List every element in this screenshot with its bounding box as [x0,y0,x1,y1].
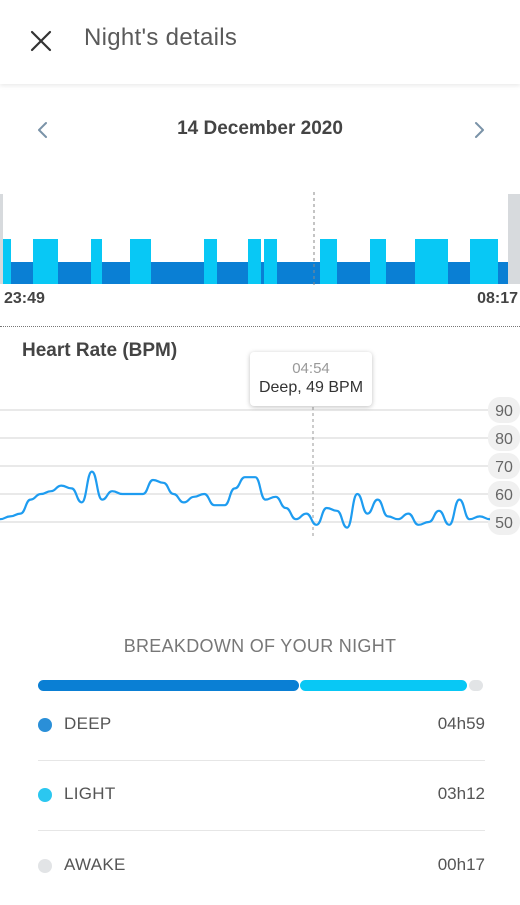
light-segment [370,239,386,284]
awake-segment [508,194,520,284]
heart-rate-chart[interactable]: 90 80 70 60 50 [0,395,520,545]
light-segment [91,239,102,284]
chevron-left-icon[interactable] [34,120,52,140]
light-dot-icon [38,788,52,802]
light-label: LIGHT [64,784,116,803]
sleep-stage-graph[interactable] [0,192,520,287]
y-tick-label: 90 [495,403,513,420]
light-bar [300,680,467,691]
breakdown-row-deep: DEEP 04h59 [38,694,485,764]
heart-rate-title: Heart Rate (BPM) [22,340,178,361]
y-tick-label: 70 [495,459,513,476]
breakdown-row-awake: AWAKE 00h17 [38,835,485,905]
end-time: 08:17 [477,290,518,307]
page-title: Night's details [84,24,238,51]
deep-label: DEEP [64,714,112,733]
light-segment [470,239,498,284]
row-divider [38,760,485,761]
tick-background [488,397,520,423]
deep-bar [38,680,299,691]
deep-value: 04h59 [437,714,485,733]
start-time: 23:49 [4,290,45,307]
heart-rate-line [0,470,491,529]
light-segment [130,239,151,284]
header: Night's details [0,0,520,84]
tick-background [488,481,520,507]
awake-segment [0,194,3,284]
row-divider [38,830,485,831]
light-value: 03h12 [437,784,485,803]
close-icon[interactable] [28,28,54,54]
tick-background [488,425,520,451]
light-segment [204,239,217,284]
tick-background [488,453,520,479]
current-date: 14 December 2020 [177,118,343,139]
tooltip-time: 04:54 [292,360,330,377]
breakdown-row-light: LIGHT 03h12 [38,764,485,834]
breakdown-title: BREAKDOWN OF YOUR NIGHT [123,636,397,656]
divider [0,326,520,327]
light-segment [264,239,277,284]
date-navigator: 14 December 2020 [0,110,520,150]
deep-dot-icon [38,718,52,732]
awake-label: AWAKE [64,855,126,874]
y-tick-label: 60 [495,487,513,504]
awake-value: 00h17 [437,855,485,874]
chevron-right-icon[interactable] [470,120,488,140]
light-segment [415,239,448,284]
light-segment [320,239,337,284]
y-tick-label: 80 [495,431,513,448]
awake-dot-icon [38,859,52,873]
light-segment [33,239,58,284]
awake-bar [469,680,483,691]
y-tick-label: 50 [495,515,513,532]
tick-background [488,509,520,535]
tooltip-value: Deep, 49 BPM [258,379,364,396]
light-segment [3,239,11,284]
light-segment [248,239,261,284]
chart-tooltip: 04:54 Deep, 49 BPM [250,352,372,406]
